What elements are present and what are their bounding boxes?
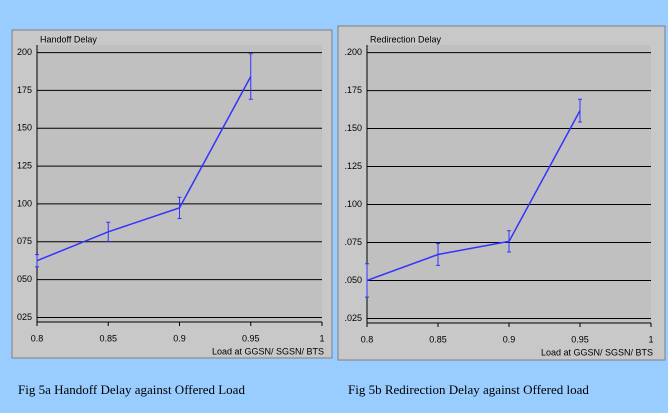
y-tick-label: .025: [344, 313, 362, 323]
x-tick-label: 0.95: [242, 333, 260, 343]
error-bar: [507, 230, 511, 253]
x-tick-label: 0.8: [361, 334, 374, 344]
error-bar: [177, 196, 182, 219]
chart-title: Redirection Delay: [370, 34, 442, 44]
line: [366, 110, 581, 282]
y-tick-label: 050: [17, 274, 32, 284]
y-tick-label: .125: [344, 161, 362, 171]
x-tick-label: 1: [648, 334, 653, 344]
y-tick-label: 125: [17, 160, 32, 170]
chart-title: Handoff Delay: [40, 34, 97, 44]
plot-area: [37, 45, 322, 322]
y-tick-label: .050: [344, 275, 362, 285]
y-tick-label: 075: [17, 236, 32, 246]
error-bar: [578, 98, 582, 123]
x-tick-label: 0.9: [503, 334, 516, 344]
y-tick-label: .175: [344, 85, 362, 95]
y-tick-label: .075: [344, 237, 362, 247]
x-axis-label: Load at GGSN/ SGSN/ BTS: [541, 347, 653, 357]
error-bar: [106, 221, 111, 242]
caption: Fig 5a Handoff Delay against Offered Loa…: [18, 382, 245, 397]
x-tick-label: 0.8: [31, 333, 44, 343]
caption: Fig 5b Redirection Delay against Offered…: [348, 382, 589, 397]
error-bar: [436, 243, 440, 266]
y-tick-label: 100: [17, 198, 32, 208]
x-tick-label: 0.85: [429, 334, 447, 344]
y-tick-label: 200: [17, 47, 32, 57]
y-tick-label: 025: [17, 312, 32, 322]
error-bar: [248, 53, 253, 100]
error-bar: [35, 254, 39, 268]
x-tick-label: 0.9: [173, 333, 186, 343]
x-axis-label: Load at GGSN/ SGSN/ BTS: [212, 346, 324, 356]
plot-area: [367, 45, 651, 323]
x-tick-label: 1: [319, 333, 324, 343]
error-bar: [365, 263, 369, 298]
y-tick-label: 175: [17, 85, 32, 95]
y-tick-label: .100: [344, 199, 362, 209]
x-tick-label: 0.95: [571, 334, 589, 344]
y-tick-label: .150: [344, 123, 362, 133]
line: [36, 76, 252, 262]
y-tick-label: .200: [344, 47, 362, 57]
y-tick-label: 150: [17, 123, 32, 133]
x-tick-label: 0.85: [99, 333, 117, 343]
